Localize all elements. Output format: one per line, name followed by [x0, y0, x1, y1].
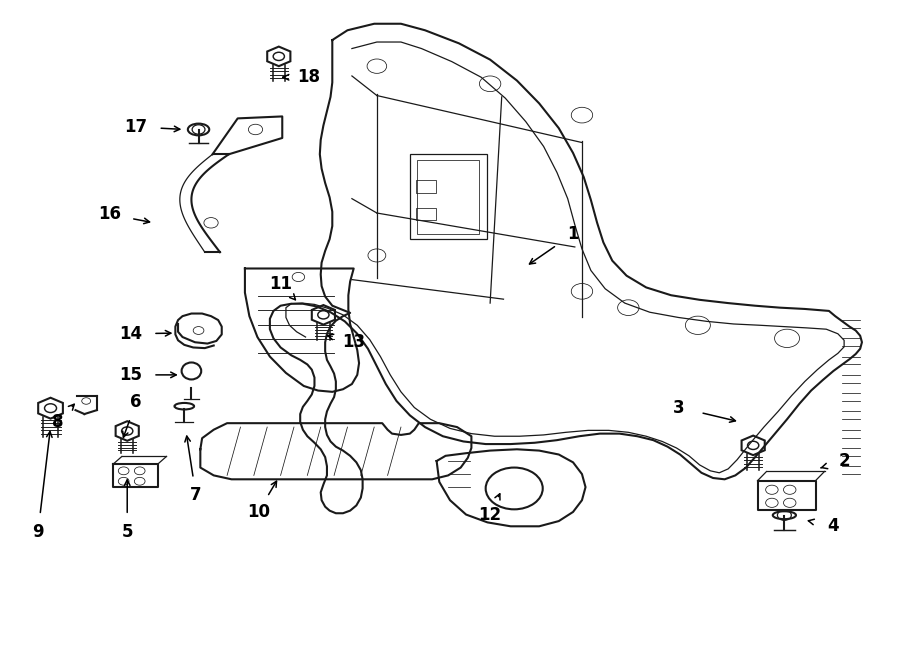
Text: 9: 9	[32, 523, 44, 541]
Text: 16: 16	[98, 206, 121, 223]
Text: 12: 12	[479, 506, 501, 524]
Text: 8: 8	[52, 413, 63, 431]
Bar	[416, 180, 436, 194]
Bar	[417, 159, 480, 234]
Bar	[416, 208, 436, 219]
Text: 15: 15	[120, 366, 142, 384]
Text: 3: 3	[673, 399, 685, 416]
Text: 13: 13	[342, 333, 365, 351]
Text: 6: 6	[130, 393, 142, 411]
Text: 11: 11	[269, 274, 292, 293]
Text: 1: 1	[567, 225, 579, 243]
Text: 18: 18	[298, 68, 320, 87]
Text: 10: 10	[247, 503, 270, 521]
Bar	[410, 154, 487, 239]
Text: 5: 5	[122, 523, 133, 541]
Text: 7: 7	[190, 486, 202, 504]
Text: 17: 17	[124, 118, 148, 136]
Text: 4: 4	[828, 518, 839, 535]
Text: 2: 2	[838, 452, 850, 470]
Text: 14: 14	[119, 325, 142, 343]
